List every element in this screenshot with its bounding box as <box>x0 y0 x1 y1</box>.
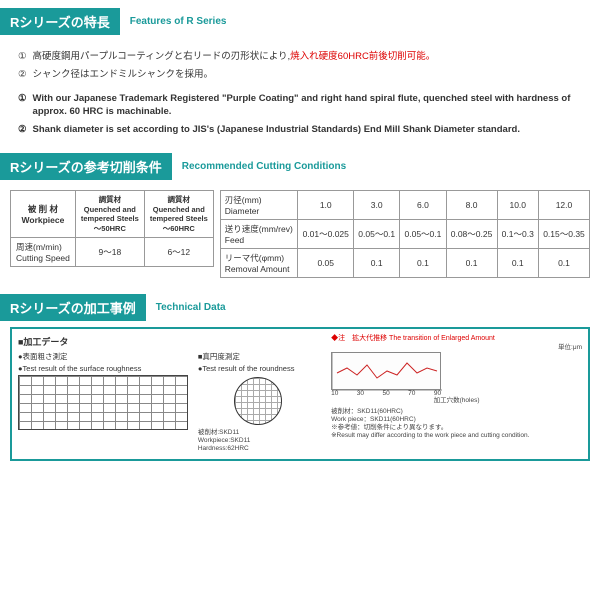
table-cell: 0.1 <box>538 249 589 278</box>
features-header: Rシリーズの特長 Features of R Series <box>0 8 600 35</box>
table-row: 被 削 材 Workpiece 調質材 Quenched and tempere… <box>11 191 214 238</box>
features-body: ① 高硬度鋼用パープルコーティングと右リードの刃形状により,焼入れ硬度60HRC… <box>0 41 600 145</box>
note: ※参考値：切削条件により異なります。 <box>331 424 582 432</box>
table-cell: 0.1 <box>446 249 497 278</box>
table-cell: 0.08～0.25 <box>446 220 497 249</box>
feature-text: 高硬度鋼用パープルコーティングと右リードの刃形状により,焼入れ硬度60HRC前後… <box>33 50 436 63</box>
features-subtitle: Features of R Series <box>130 16 227 27</box>
table-row: 刃径(mm) Diameter1.03.06.08.010.012.0 <box>220 191 589 220</box>
box-note: 被削材:SKD11 <box>198 429 319 437</box>
tech-sub: ●Test result of the surface roughness <box>18 364 188 373</box>
note: Work piece：SKD11(60HRC) <box>331 416 582 424</box>
table-cell: 0.1 <box>354 249 400 278</box>
table-cell: 調質材 Quenched and tempered Steels ～50HRC <box>75 191 144 238</box>
table-cell: 周速(m/min) Cutting Speed <box>11 238 76 267</box>
table-cell: 0.1 <box>497 249 538 278</box>
surface-roughness-block: ●表面粗さ測定 ●Test result of the surface roug… <box>18 351 188 452</box>
feature-text: Shank diameter is set according to JIS's… <box>33 123 520 136</box>
surface-chart <box>18 375 188 430</box>
table-cell: 0.05～0.1 <box>400 220 446 249</box>
table-cell: 0.15～0.35 <box>538 220 589 249</box>
table-cell: 0.05～0.1 <box>354 220 400 249</box>
table-params: 刃径(mm) Diameter1.03.06.08.010.012.0送り速度(… <box>220 190 590 278</box>
roundness-block: ■真円度測定 ●Test result of the roundness 被削材… <box>198 351 319 452</box>
table-row: リーマ代(φmm) Removal Amount0.050.10.10.10.1… <box>220 249 589 278</box>
tech-sub: ●表面粗さ測定 <box>18 351 188 362</box>
table-cell: 1.0 <box>298 191 354 220</box>
chart-title: ◆注 拡大代推移 The transition of Enlarged Amou… <box>331 335 582 343</box>
tech-data-heading: ■加工データ <box>18 335 319 348</box>
chart-xticks: 1030507090 <box>331 390 441 398</box>
table-cell: 調質材 Quenched and tempered Steels ～60HRC <box>144 191 213 238</box>
box-note: Hardness:62HRC <box>198 445 319 453</box>
technical-title: Rシリーズの加工事例 <box>0 294 146 321</box>
tech-sub: ■真円度測定 <box>198 351 319 362</box>
roundness-chart <box>234 377 282 425</box>
table-cell: 8.0 <box>446 191 497 220</box>
features-title: Rシリーズの特長 <box>0 8 120 35</box>
table-row: 送り速度(mm/rev) Feed0.01～0.0250.05～0.10.05～… <box>220 220 589 249</box>
feature-text: シャンク径はエンドミルシャンクを採用。 <box>33 68 214 81</box>
table-cell: 6.0 <box>400 191 446 220</box>
table-cell: 9～18 <box>75 238 144 267</box>
feature-text: With our Japanese Trademark Registered "… <box>33 92 582 119</box>
tech-left: ■加工データ ●表面粗さ測定 ●Test result of the surfa… <box>18 335 319 452</box>
tech-right: ◆注 拡大代推移 The transition of Enlarged Amou… <box>331 335 582 452</box>
note: 被削材：SKD11(60HRC) <box>331 408 582 416</box>
conditions-title: Rシリーズの参考切削条件 <box>0 153 172 180</box>
table-cell: リーマ代(φmm) Removal Amount <box>220 249 298 278</box>
feature-en-1: ① With our Japanese Trademark Registered… <box>18 92 582 119</box>
technical-box: ■加工データ ●表面粗さ測定 ●Test result of the surfa… <box>10 327 590 460</box>
table-cell: 送り速度(mm/rev) Feed <box>220 220 298 249</box>
table-cell: 被 削 材 Workpiece <box>11 191 76 238</box>
feature-jp-2: ② シャンク径はエンドミルシャンクを採用。 <box>18 68 582 81</box>
feature-en-2: ② Shank diameter is set according to JIS… <box>18 123 582 136</box>
table-cell: 0.1～0.3 <box>497 220 538 249</box>
table-speed: 被 削 材 Workpiece 調質材 Quenched and tempere… <box>10 190 214 267</box>
feature-num: ② <box>18 68 27 81</box>
feature-num: ① <box>18 50 27 63</box>
table-cell: 10.0 <box>497 191 538 220</box>
technical-subtitle: Technical Data <box>156 302 226 313</box>
table-cell: 0.01～0.025 <box>298 220 354 249</box>
table-cell: 0.1 <box>400 249 446 278</box>
table-cell: 3.0 <box>354 191 400 220</box>
feature-num: ② <box>18 123 27 136</box>
conditions-header: Rシリーズの参考切削条件 Recommended Cutting Conditi… <box>0 153 600 180</box>
technical-header: Rシリーズの加工事例 Technical Data <box>0 294 600 321</box>
chart-unit: 単位:μm <box>331 344 582 352</box>
note: ※Result may differ according to the work… <box>331 432 582 440</box>
line-chart <box>331 352 441 390</box>
conditions-subtitle: Recommended Cutting Conditions <box>182 161 346 172</box>
tables-row: 被 削 材 Workpiece 調質材 Quenched and tempere… <box>0 186 600 282</box>
feature-num: ① <box>18 92 27 119</box>
feature-jp-1: ① 高硬度鋼用パープルコーティングと右リードの刃形状により,焼入れ硬度60HRC… <box>18 50 582 63</box>
tech-sub: ●Test result of the roundness <box>198 364 319 373</box>
table-row: 周速(m/min) Cutting Speed 9～18 6～12 <box>11 238 214 267</box>
chart-xlabel: 加工穴数(holes) <box>331 397 582 405</box>
table-cell: 12.0 <box>538 191 589 220</box>
table-cell: 刃径(mm) Diameter <box>220 191 298 220</box>
box-note: Workpiece:SKD11 <box>198 437 319 445</box>
table-cell: 0.05 <box>298 249 354 278</box>
table-cell: 6～12 <box>144 238 213 267</box>
